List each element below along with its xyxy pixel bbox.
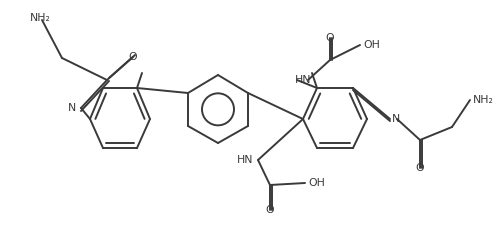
- Text: O: O: [415, 163, 425, 173]
- Text: O: O: [325, 33, 334, 43]
- Text: NH₂: NH₂: [30, 13, 51, 23]
- Text: N: N: [392, 114, 400, 124]
- Text: OH: OH: [308, 178, 325, 188]
- Text: O: O: [266, 205, 274, 215]
- Text: O: O: [129, 52, 137, 62]
- Text: HN: HN: [295, 75, 311, 85]
- Text: OH: OH: [363, 40, 380, 50]
- Text: N: N: [68, 103, 76, 113]
- Text: HN: HN: [236, 155, 253, 165]
- Text: NH₂: NH₂: [473, 95, 494, 105]
